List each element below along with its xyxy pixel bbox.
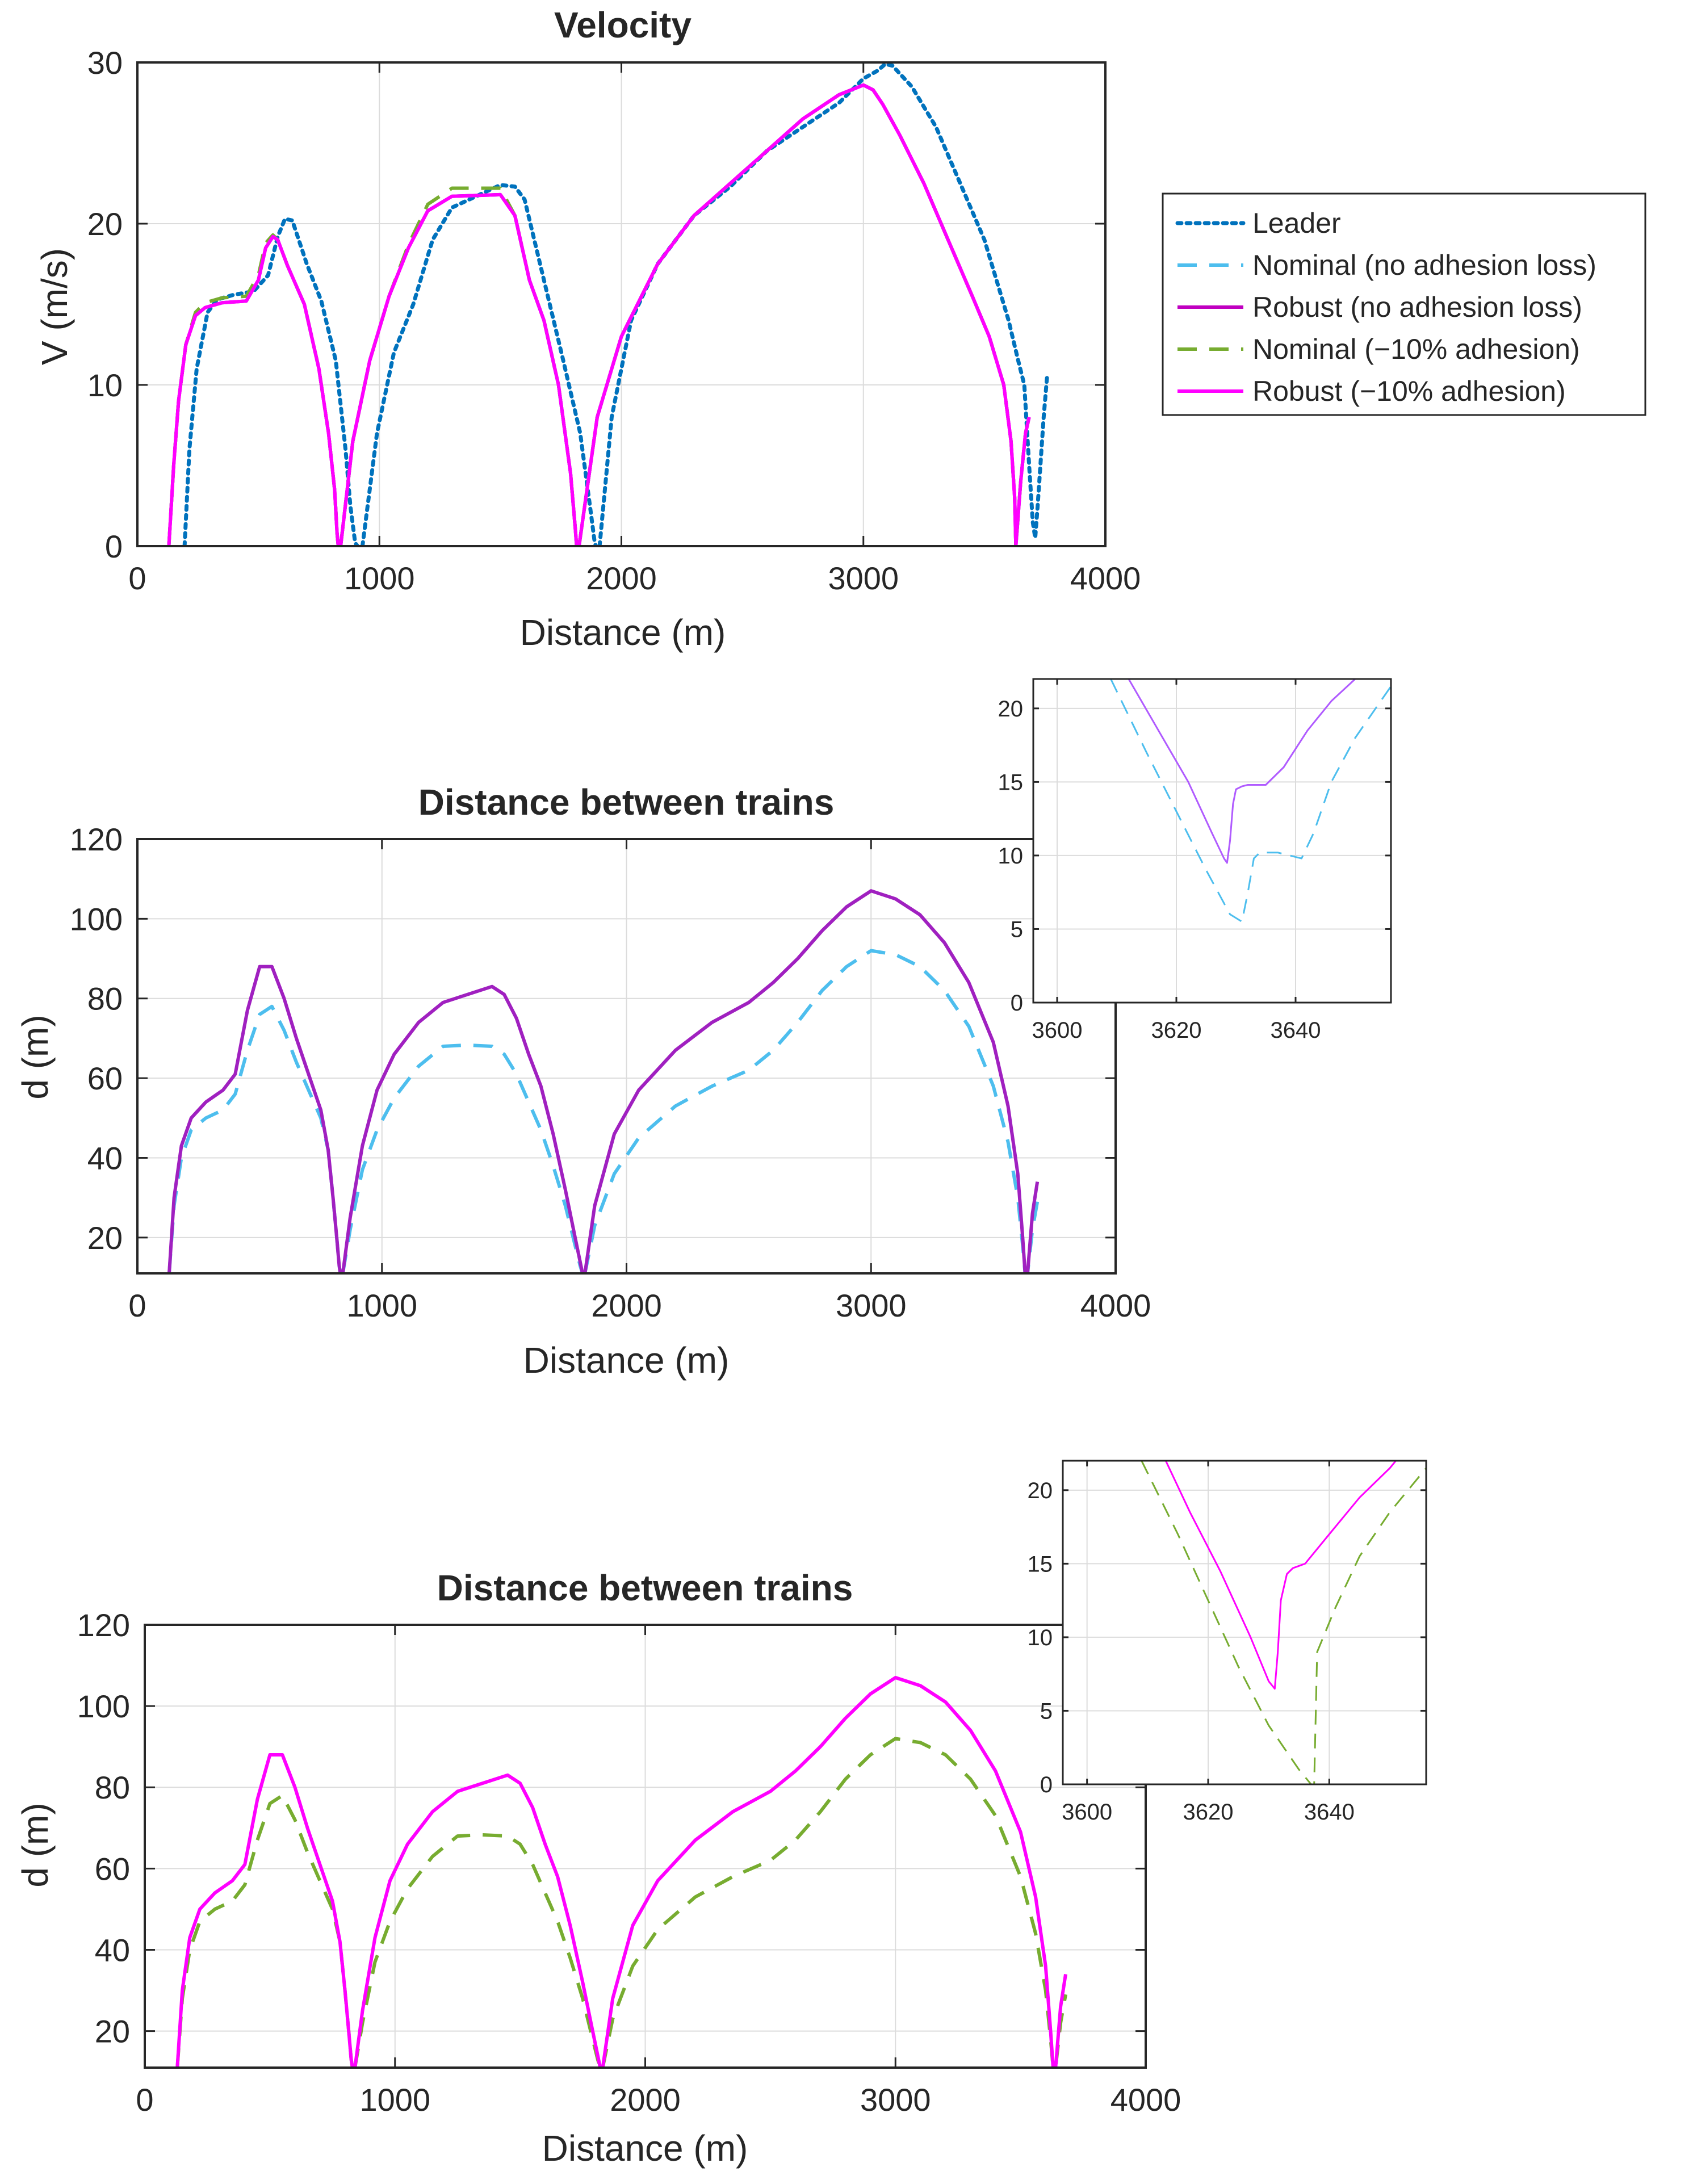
x-tick-label: 4000 bbox=[1110, 2082, 1181, 2118]
x-tick-label: 3000 bbox=[828, 560, 899, 596]
y-tick-label: 15 bbox=[998, 770, 1024, 795]
y-tick-label: 20 bbox=[998, 697, 1024, 722]
x-tick-label: 2000 bbox=[586, 560, 657, 596]
x-tick-label: 0 bbox=[136, 2082, 153, 2118]
legend-label: Leader bbox=[1252, 207, 1341, 239]
legend-label: Nominal (no adhesion loss) bbox=[1252, 249, 1596, 281]
y-tick-label: 120 bbox=[70, 821, 123, 857]
series-line-robust-no-adhesion-loss bbox=[167, 889, 1040, 1273]
y-tick-label: 20 bbox=[87, 206, 123, 242]
y-tick-label: 0 bbox=[105, 529, 123, 564]
x-tick-label: 3600 bbox=[1032, 1018, 1083, 1043]
legend-label: Robust (−10% adhesion) bbox=[1252, 375, 1566, 407]
y-tick-label: 0 bbox=[1011, 991, 1023, 1016]
velocity-chart: 0 1000 2000 3000 4000 0 10 20 30 Velocity Distan… bbox=[34, 5, 1141, 653]
series-line-robust-10-adhesion bbox=[167, 83, 1031, 546]
y-tick-label: 60 bbox=[95, 1851, 130, 1887]
y-tick-label: 80 bbox=[87, 981, 123, 1017]
distance-chart-1-ylabel: d (m) bbox=[15, 1015, 56, 1099]
y-tick-label: 0 bbox=[1040, 1772, 1053, 1797]
y-tick-label: 5 bbox=[1040, 1699, 1053, 1724]
x-tick-label: 1000 bbox=[344, 560, 415, 596]
x-tick-label: 1000 bbox=[346, 1288, 417, 1323]
y-tick-label: 100 bbox=[70, 901, 123, 937]
zoom-inset-minus-10pct-adhesion: 3600 3620 3640 0 5 10 15 20 bbox=[1028, 1460, 1427, 1825]
x-tick-label: 2000 bbox=[610, 2082, 681, 2118]
distance-chart-2-title: Distance between trains bbox=[437, 1567, 853, 1608]
x-tick-label: 3600 bbox=[1062, 1800, 1112, 1825]
x-tick-label: 3640 bbox=[1304, 1800, 1355, 1825]
y-tick-label: 10 bbox=[998, 844, 1024, 869]
legend-item: Leader bbox=[1175, 207, 1341, 239]
y-tick-label: 20 bbox=[95, 2014, 130, 2049]
y-tick-label: 5 bbox=[1011, 917, 1023, 942]
x-tick-label: 2000 bbox=[591, 1288, 662, 1323]
axes-frame bbox=[1032, 678, 1392, 1004]
velocity-chart-xlabel: Distance (m) bbox=[520, 612, 726, 653]
velocity-legend: Leader Nominal (no adhesion loss) Robust (… bbox=[1162, 192, 1646, 416]
distance-chart-1-title: Distance between trains bbox=[418, 782, 835, 823]
x-tick-label: 4000 bbox=[1080, 1288, 1151, 1323]
y-tick-label: 40 bbox=[95, 1932, 130, 1968]
y-tick-label: 120 bbox=[77, 1607, 130, 1643]
velocity-chart-ylabel: V (m/s) bbox=[34, 248, 75, 365]
velocity-chart-title: Velocity bbox=[554, 5, 692, 45]
legend-label: Robust (no adhesion loss) bbox=[1252, 291, 1582, 323]
distance-chart-1-xlabel: Distance (m) bbox=[523, 1340, 730, 1381]
y-tick-label: 80 bbox=[95, 1770, 130, 1805]
x-tick-label: 3000 bbox=[836, 1288, 907, 1323]
series-line-robust-10-adhesion bbox=[1164, 1461, 1397, 1690]
distance-chart-2-ylabel: d (m) bbox=[15, 1802, 56, 1887]
legend-item: Robust (−10% adhesion) bbox=[1177, 375, 1566, 407]
series-line-nominal-no-adhesion-loss bbox=[1110, 679, 1391, 923]
legend-item: Nominal (−10% adhesion) bbox=[1177, 333, 1580, 365]
y-tick-label: 100 bbox=[77, 1688, 130, 1724]
legend-item: Nominal (no adhesion loss) bbox=[1177, 249, 1596, 281]
y-tick-label: 20 bbox=[87, 1220, 123, 1256]
plot-area bbox=[1033, 679, 1391, 1003]
y-tick-label: 15 bbox=[1028, 1552, 1053, 1577]
x-tick-label: 4000 bbox=[1070, 560, 1141, 596]
zoom-inset-no-adhesion-loss: 3600 3620 3640 0 5 10 15 20 bbox=[998, 678, 1392, 1043]
x-tick-label: 1000 bbox=[359, 2082, 430, 2118]
y-tick-label: 60 bbox=[87, 1060, 123, 1096]
legend-item: Robust (no adhesion loss) bbox=[1177, 291, 1582, 323]
x-tick-label: 0 bbox=[128, 560, 146, 596]
x-tick-label: 3620 bbox=[1183, 1800, 1234, 1825]
y-tick-label: 30 bbox=[87, 45, 123, 81]
legend-box bbox=[1162, 192, 1646, 416]
series-line-robust-10-adhesion bbox=[175, 1676, 1067, 2068]
x-tick-label: 3640 bbox=[1271, 1018, 1321, 1043]
legend-label: Nominal (−10% adhesion) bbox=[1252, 333, 1580, 365]
x-tick-label: 0 bbox=[128, 1288, 146, 1323]
series-line-robust-no-adhesion-loss bbox=[1128, 679, 1356, 864]
x-tick-label: 3000 bbox=[860, 2082, 931, 2118]
y-tick-label: 10 bbox=[1028, 1625, 1053, 1650]
y-tick-label: 40 bbox=[87, 1140, 123, 1176]
x-tick-label: 3620 bbox=[1151, 1018, 1202, 1043]
axes-frame bbox=[1062, 1460, 1427, 1785]
y-tick-label: 10 bbox=[87, 367, 123, 403]
y-tick-label: 20 bbox=[1028, 1478, 1053, 1503]
series-line-nominal-10-adhesion bbox=[1141, 1461, 1426, 1784]
distance-chart-2-xlabel: Distance (m) bbox=[542, 2128, 748, 2169]
